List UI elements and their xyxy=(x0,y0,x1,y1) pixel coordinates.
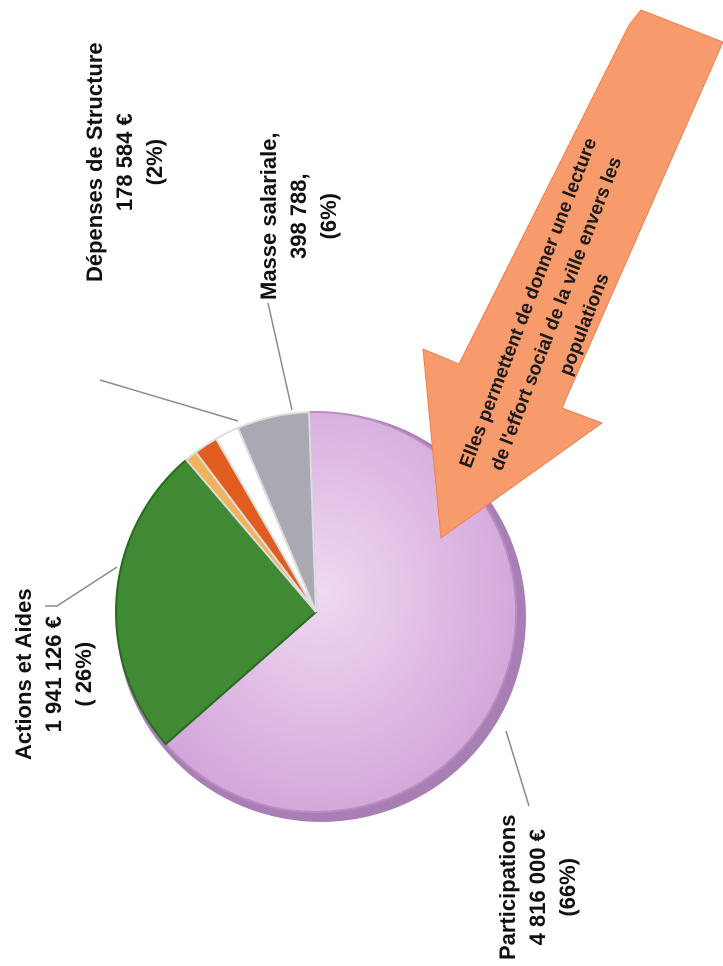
leader-lines xyxy=(45,302,530,807)
leader-line-masse xyxy=(267,302,293,411)
pie-slices xyxy=(115,411,517,813)
slice-percent: ( 26%) xyxy=(71,641,96,707)
slice-label: Masse salariale, xyxy=(256,132,281,300)
pie-slice-participations xyxy=(164,411,517,813)
slice-percent: (66%) xyxy=(555,857,580,917)
label-participations: Participations 4 816 000 € (66%) xyxy=(493,815,583,960)
label-masse-salariale: Masse salariale, 398 788, (6%) xyxy=(254,132,344,300)
slice-percent: (2%) xyxy=(142,138,167,186)
slice-label: Participations xyxy=(495,814,520,960)
leader-line-actions xyxy=(45,566,118,607)
label-actions-et-aides: Actions et Aides 1 941 126 € ( 26%) xyxy=(9,588,99,760)
label-depenses-de-structure: Dépenses de Structure 178 584 € (2%) xyxy=(80,42,170,282)
slice-label: Actions et Aides xyxy=(11,588,36,760)
leader-line-participations xyxy=(505,730,530,807)
slice-amount: 178 584 € xyxy=(112,113,137,212)
leader-line-depenses xyxy=(99,379,239,422)
slice-amount: 1 941 126 € xyxy=(41,616,66,733)
slice-amount: 4 816 000 € xyxy=(525,829,550,946)
slice-amount: 398 788, xyxy=(286,173,311,260)
pie-slice-masse-salariale xyxy=(236,411,317,613)
callout-arrow xyxy=(422,9,723,539)
pie-slice-actions-et-aides xyxy=(115,458,318,746)
slice-label: Dépenses de Structure xyxy=(82,42,107,282)
slice-percent: (6%) xyxy=(316,192,341,240)
